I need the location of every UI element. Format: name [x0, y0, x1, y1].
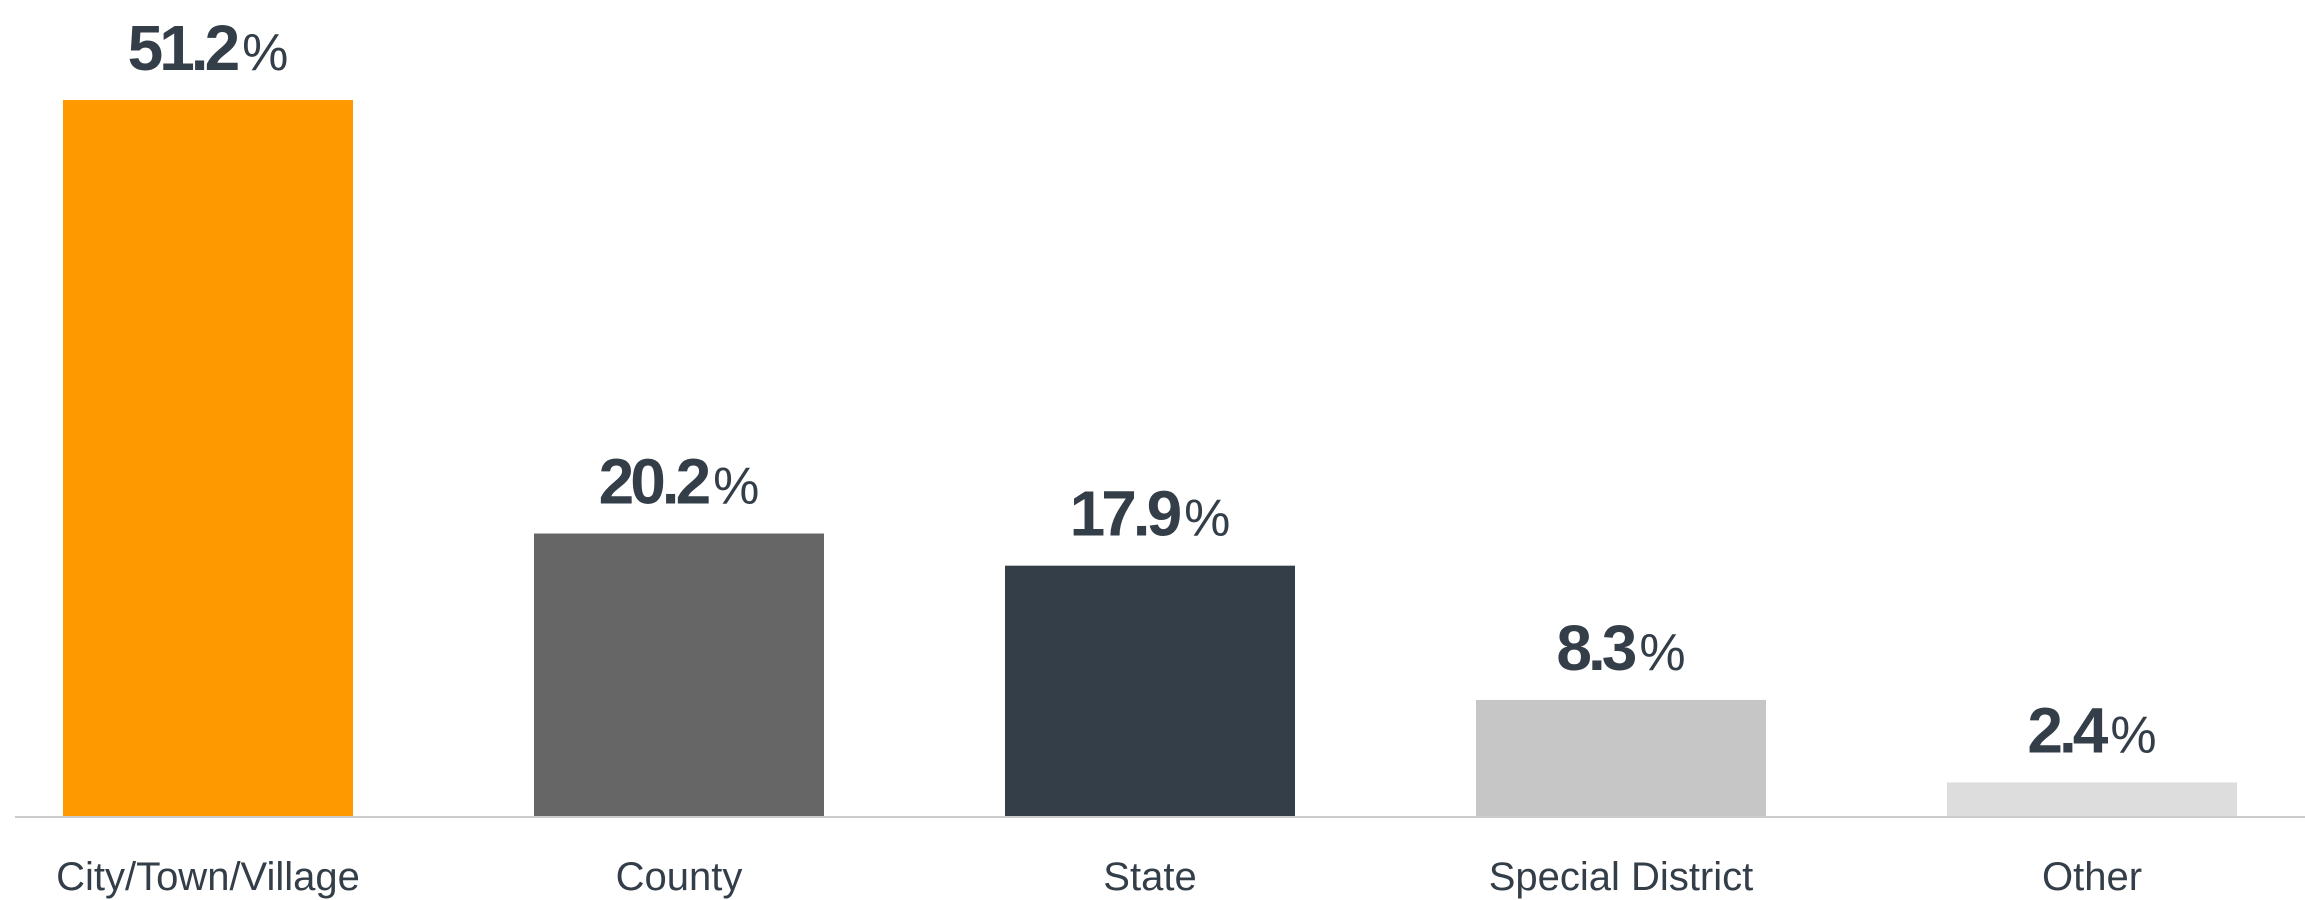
- category-label-0: City/Town/Village: [56, 855, 360, 899]
- value-label-2: 17.9%: [1070, 478, 1231, 550]
- value-unit: %: [1184, 490, 1230, 548]
- bar-3: [1476, 699, 1766, 816]
- category-label-2: State: [1103, 855, 1196, 899]
- value-label-1: 20.2%: [599, 446, 760, 518]
- category-labels-group: City/Town/Village County State Special Dist…: [56, 855, 2142, 899]
- bar-2: [1005, 565, 1295, 816]
- value-label-0: 51.2%: [128, 12, 289, 84]
- bar-4: [1947, 782, 2237, 816]
- bars-group: [63, 100, 2237, 816]
- value-number: 8.3: [1556, 612, 1635, 684]
- value-unit: %: [2110, 706, 2156, 764]
- category-label-3: Special District: [1489, 855, 1754, 899]
- value-unit: %: [713, 458, 759, 516]
- value-labels-group: 51.2 %20.2% 17.9 %8.3 %2.4%: [128, 12, 2157, 766]
- value-number: 20.2: [599, 446, 710, 518]
- bar-1: [534, 533, 824, 816]
- value-unit: %: [1639, 624, 1685, 682]
- value-label-3: 8.3%: [1556, 612, 1685, 684]
- value-unit: %: [242, 24, 288, 82]
- value-label-4: 2.4%: [2027, 694, 2156, 766]
- category-label-4: Other: [2042, 855, 2142, 899]
- category-label-1: County: [616, 855, 743, 899]
- bar-0: [63, 100, 353, 816]
- value-number: 17.9: [1070, 478, 1181, 550]
- value-number: 51.2: [128, 12, 239, 84]
- value-number: 2.4: [2027, 694, 2108, 766]
